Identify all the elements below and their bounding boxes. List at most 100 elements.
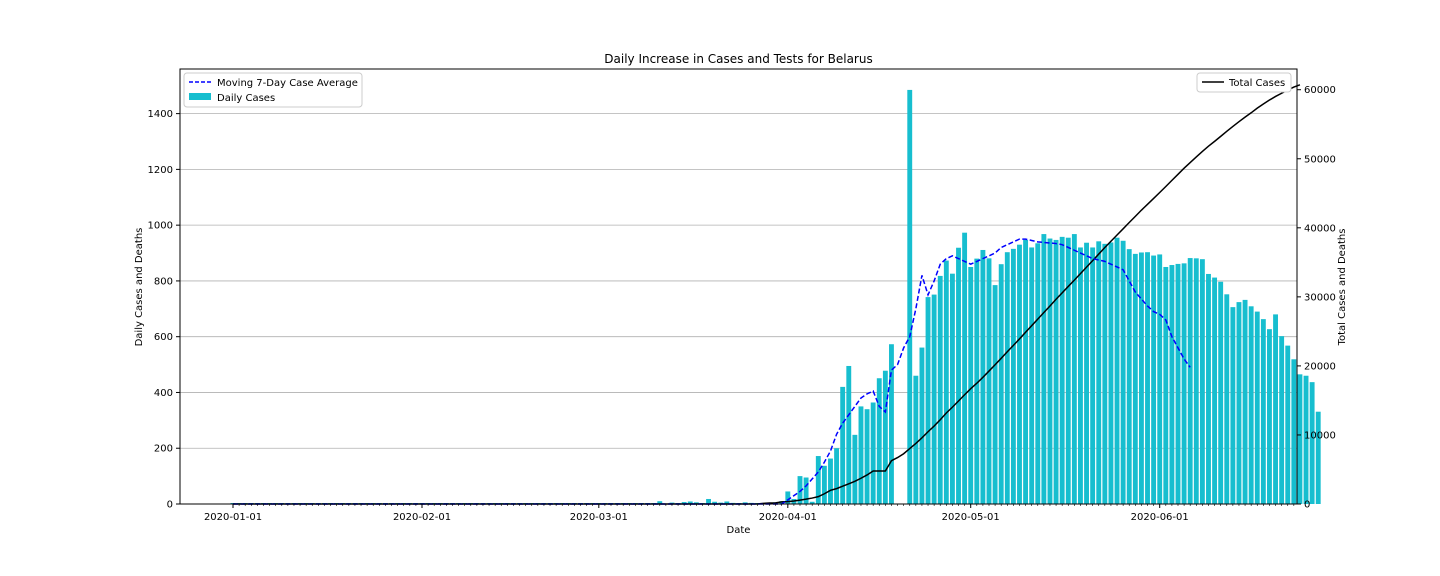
bar [1248,306,1254,504]
bar [693,502,699,504]
x-tick-label: 2020-06-01 [1131,512,1189,523]
y2-tick-label: 30000 [1304,292,1336,303]
y-tick-label: 1200 [148,165,173,176]
bar [1230,307,1236,504]
bar [1242,299,1248,504]
bar [1303,375,1309,504]
bar [864,409,870,504]
y2-tick-label: 0 [1304,500,1310,511]
bar [1065,237,1071,505]
bar [974,258,980,504]
bar [1224,294,1230,504]
x-tick-label: 2020-04-01 [759,512,817,523]
bar [1260,319,1266,504]
bar [1309,382,1315,504]
y-tick-label: 600 [154,332,173,343]
y2-tick-label: 40000 [1304,223,1336,234]
bar [828,458,833,504]
bar [858,406,864,504]
bar [1218,281,1224,504]
bar [1029,247,1035,504]
bar [657,501,663,504]
legend-average-label: Moving 7-Day Case Average [217,78,358,89]
y-tick-label: 0 [167,500,173,511]
bar [1041,234,1047,505]
bar [1181,263,1187,504]
bar [712,501,718,504]
bar [1267,329,1272,504]
bar [889,344,894,504]
bar [1273,314,1278,504]
bar [956,247,961,504]
bar [925,297,931,504]
bar [1047,238,1053,505]
bar [1035,243,1041,504]
x-tick-label: 2020-03-01 [570,512,628,523]
bar [1163,266,1169,504]
bar [785,491,791,504]
plot-frame [179,68,1298,505]
bar [1071,234,1077,505]
bar [1053,239,1059,505]
y-tick-label: 1400 [148,109,173,120]
bar [1297,374,1303,504]
legend-left-box [183,72,363,108]
bar [834,448,840,504]
axes: 0 200 400 600 800 1000 1200 1400 0 10000 20000 3000… [148,85,1336,523]
bar [742,502,748,504]
bar [1120,240,1126,504]
bar [1193,258,1199,504]
bar [687,501,693,504]
bar [1212,277,1218,504]
bar [992,285,998,504]
bar [870,402,876,504]
bar [1291,359,1297,504]
x-axis-title: Date [727,525,751,536]
bar [998,264,1004,504]
y-axis-title: Daily Cases and Deaths [134,228,145,347]
bar [1236,302,1242,504]
bar [986,258,992,504]
bar [968,266,974,504]
y2-tick-label: 50000 [1304,154,1336,165]
y-tick-label: 800 [154,276,173,287]
chart-title: Daily Increase in Cases and Tests for Be… [604,52,872,66]
bar [962,232,968,505]
bar [1132,253,1138,504]
x-tick-label: 2020-05-01 [942,512,1000,523]
bar [943,260,949,504]
bar [1010,248,1016,504]
y2-axis-title: Total Cases and Deaths [1337,229,1348,347]
bar [1199,259,1205,504]
legend-left: Moving 7-Day Case Average Daily Cases [183,72,363,108]
bar [1151,255,1157,504]
y2-tick-label: 60000 [1304,85,1336,96]
bar [1090,247,1096,504]
bar [1145,252,1150,504]
bar [1138,252,1144,504]
legend-right-box [1196,72,1292,93]
bar [724,501,730,504]
bar [1114,237,1120,505]
bar [1187,258,1193,504]
legend-bars-label: Daily Cases [217,93,275,104]
bar [1175,263,1181,504]
bar [919,347,925,504]
bar [882,370,888,504]
bar [1017,244,1022,504]
x-tick-label: 2020-01-01 [204,512,262,523]
y2-tick-label: 20000 [1304,361,1336,372]
bar [1315,411,1321,504]
bar [1078,247,1083,504]
bar [840,386,846,504]
daily-cases-bars [230,89,1321,505]
legend-bars-swatch [189,93,211,100]
bar [1059,236,1065,504]
bar [1096,241,1102,505]
bar [1206,273,1211,504]
bar [937,275,943,504]
bar [876,378,882,504]
bar [809,501,815,504]
bar [681,502,687,504]
